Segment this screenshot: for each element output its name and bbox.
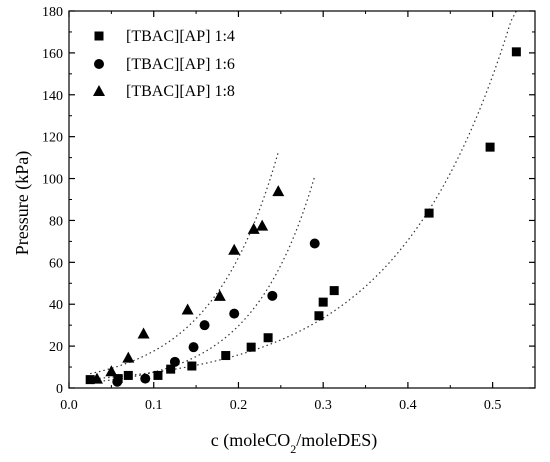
x-axis-title-sub: 2 [290, 442, 296, 456]
legend: [TBAC][AP] 1:4 [TBAC][AP] 1:6 [TBAC][AP]… [93, 28, 235, 100]
square-point [85, 375, 95, 385]
square-point [485, 142, 495, 152]
x-tick-label: 0.0 [60, 398, 78, 413]
legend-label-1-6: [TBAC][AP] 1:6 [126, 56, 235, 73]
square-point [187, 361, 197, 371]
square-point [123, 370, 133, 380]
x-axis-title-main: c (moleCO [211, 430, 290, 451]
triangle-point [256, 219, 269, 231]
square-point [221, 351, 231, 361]
y-axis-title: Pressure (kPa) [12, 151, 33, 255]
circle-point [199, 320, 210, 331]
x-tick-label: 0.1 [145, 398, 163, 413]
y-tick-label: 80 [49, 214, 63, 229]
y-tick-label: 100 [42, 173, 63, 188]
square-point [314, 311, 324, 321]
y-tick-label: 0 [56, 382, 63, 397]
triangle-point [213, 289, 226, 301]
x-tick-label: 0.3 [314, 398, 332, 413]
square-point [329, 286, 339, 296]
fit-curves [90, 10, 517, 383]
legend-marker-circle [94, 59, 104, 69]
x-tick-label: 0.5 [484, 398, 502, 413]
square-point [511, 47, 521, 57]
y-tick-label: 20 [49, 340, 63, 355]
axes [68, 10, 536, 389]
triangle-point [247, 222, 260, 234]
x-tick-label: 0.4 [399, 398, 417, 413]
circle-point [229, 308, 240, 319]
legend-item-1-6: [TBAC][AP] 1:6 [94, 56, 235, 73]
legend-marker-triangle [93, 85, 105, 96]
square-point [153, 370, 163, 380]
series-circle [112, 238, 320, 387]
circle-point [112, 376, 123, 387]
x-axis-title: c (moleCO2/moleDES) [211, 430, 377, 456]
legend-label-1-8: [TBAC][AP] 1:8 [126, 83, 235, 100]
y-tick-label: 60 [49, 256, 63, 271]
y-tick-label: 180 [42, 5, 63, 20]
series-square [85, 47, 521, 385]
triangle-point [181, 303, 194, 315]
tick-labels: 0.0 0.1 0.2 0.3 0.4 0.5 0 20 40 60 80 100 120 140 160 1… [42, 5, 501, 413]
triangle-point [228, 243, 241, 255]
series-triangle [90, 185, 285, 384]
square-point [166, 364, 176, 374]
square-point [263, 333, 273, 343]
x-axis-title-tail: /moleDES) [296, 430, 377, 451]
triangle-point [122, 351, 135, 363]
y-tick-label: 120 [42, 131, 63, 146]
circle-point [169, 356, 180, 367]
x-tick-label: 0.2 [230, 398, 248, 413]
square-point [246, 342, 256, 352]
fit-curve-2 [90, 176, 316, 383]
triangle-point [137, 327, 150, 339]
y-tick-label: 40 [49, 298, 63, 313]
triangle-point [90, 372, 103, 384]
fit-curve-3 [90, 151, 279, 375]
circle-point [309, 238, 320, 249]
legend-label-1-4: [TBAC][AP] 1:4 [126, 28, 235, 45]
legend-marker-square [94, 31, 104, 41]
circle-point [267, 290, 278, 301]
triangle-point [105, 365, 118, 377]
y-tick-label: 140 [42, 89, 63, 104]
legend-item-1-4: [TBAC][AP] 1:4 [94, 28, 235, 45]
circle-point [140, 373, 151, 384]
data-points [85, 47, 521, 387]
triangle-point [272, 185, 285, 197]
square-point [424, 208, 434, 218]
legend-item-1-8: [TBAC][AP] 1:8 [93, 83, 235, 100]
fit-curve-1 [90, 10, 517, 380]
square-point [318, 297, 328, 307]
circle-point [188, 342, 199, 353]
y-tick-label: 160 [42, 47, 63, 62]
